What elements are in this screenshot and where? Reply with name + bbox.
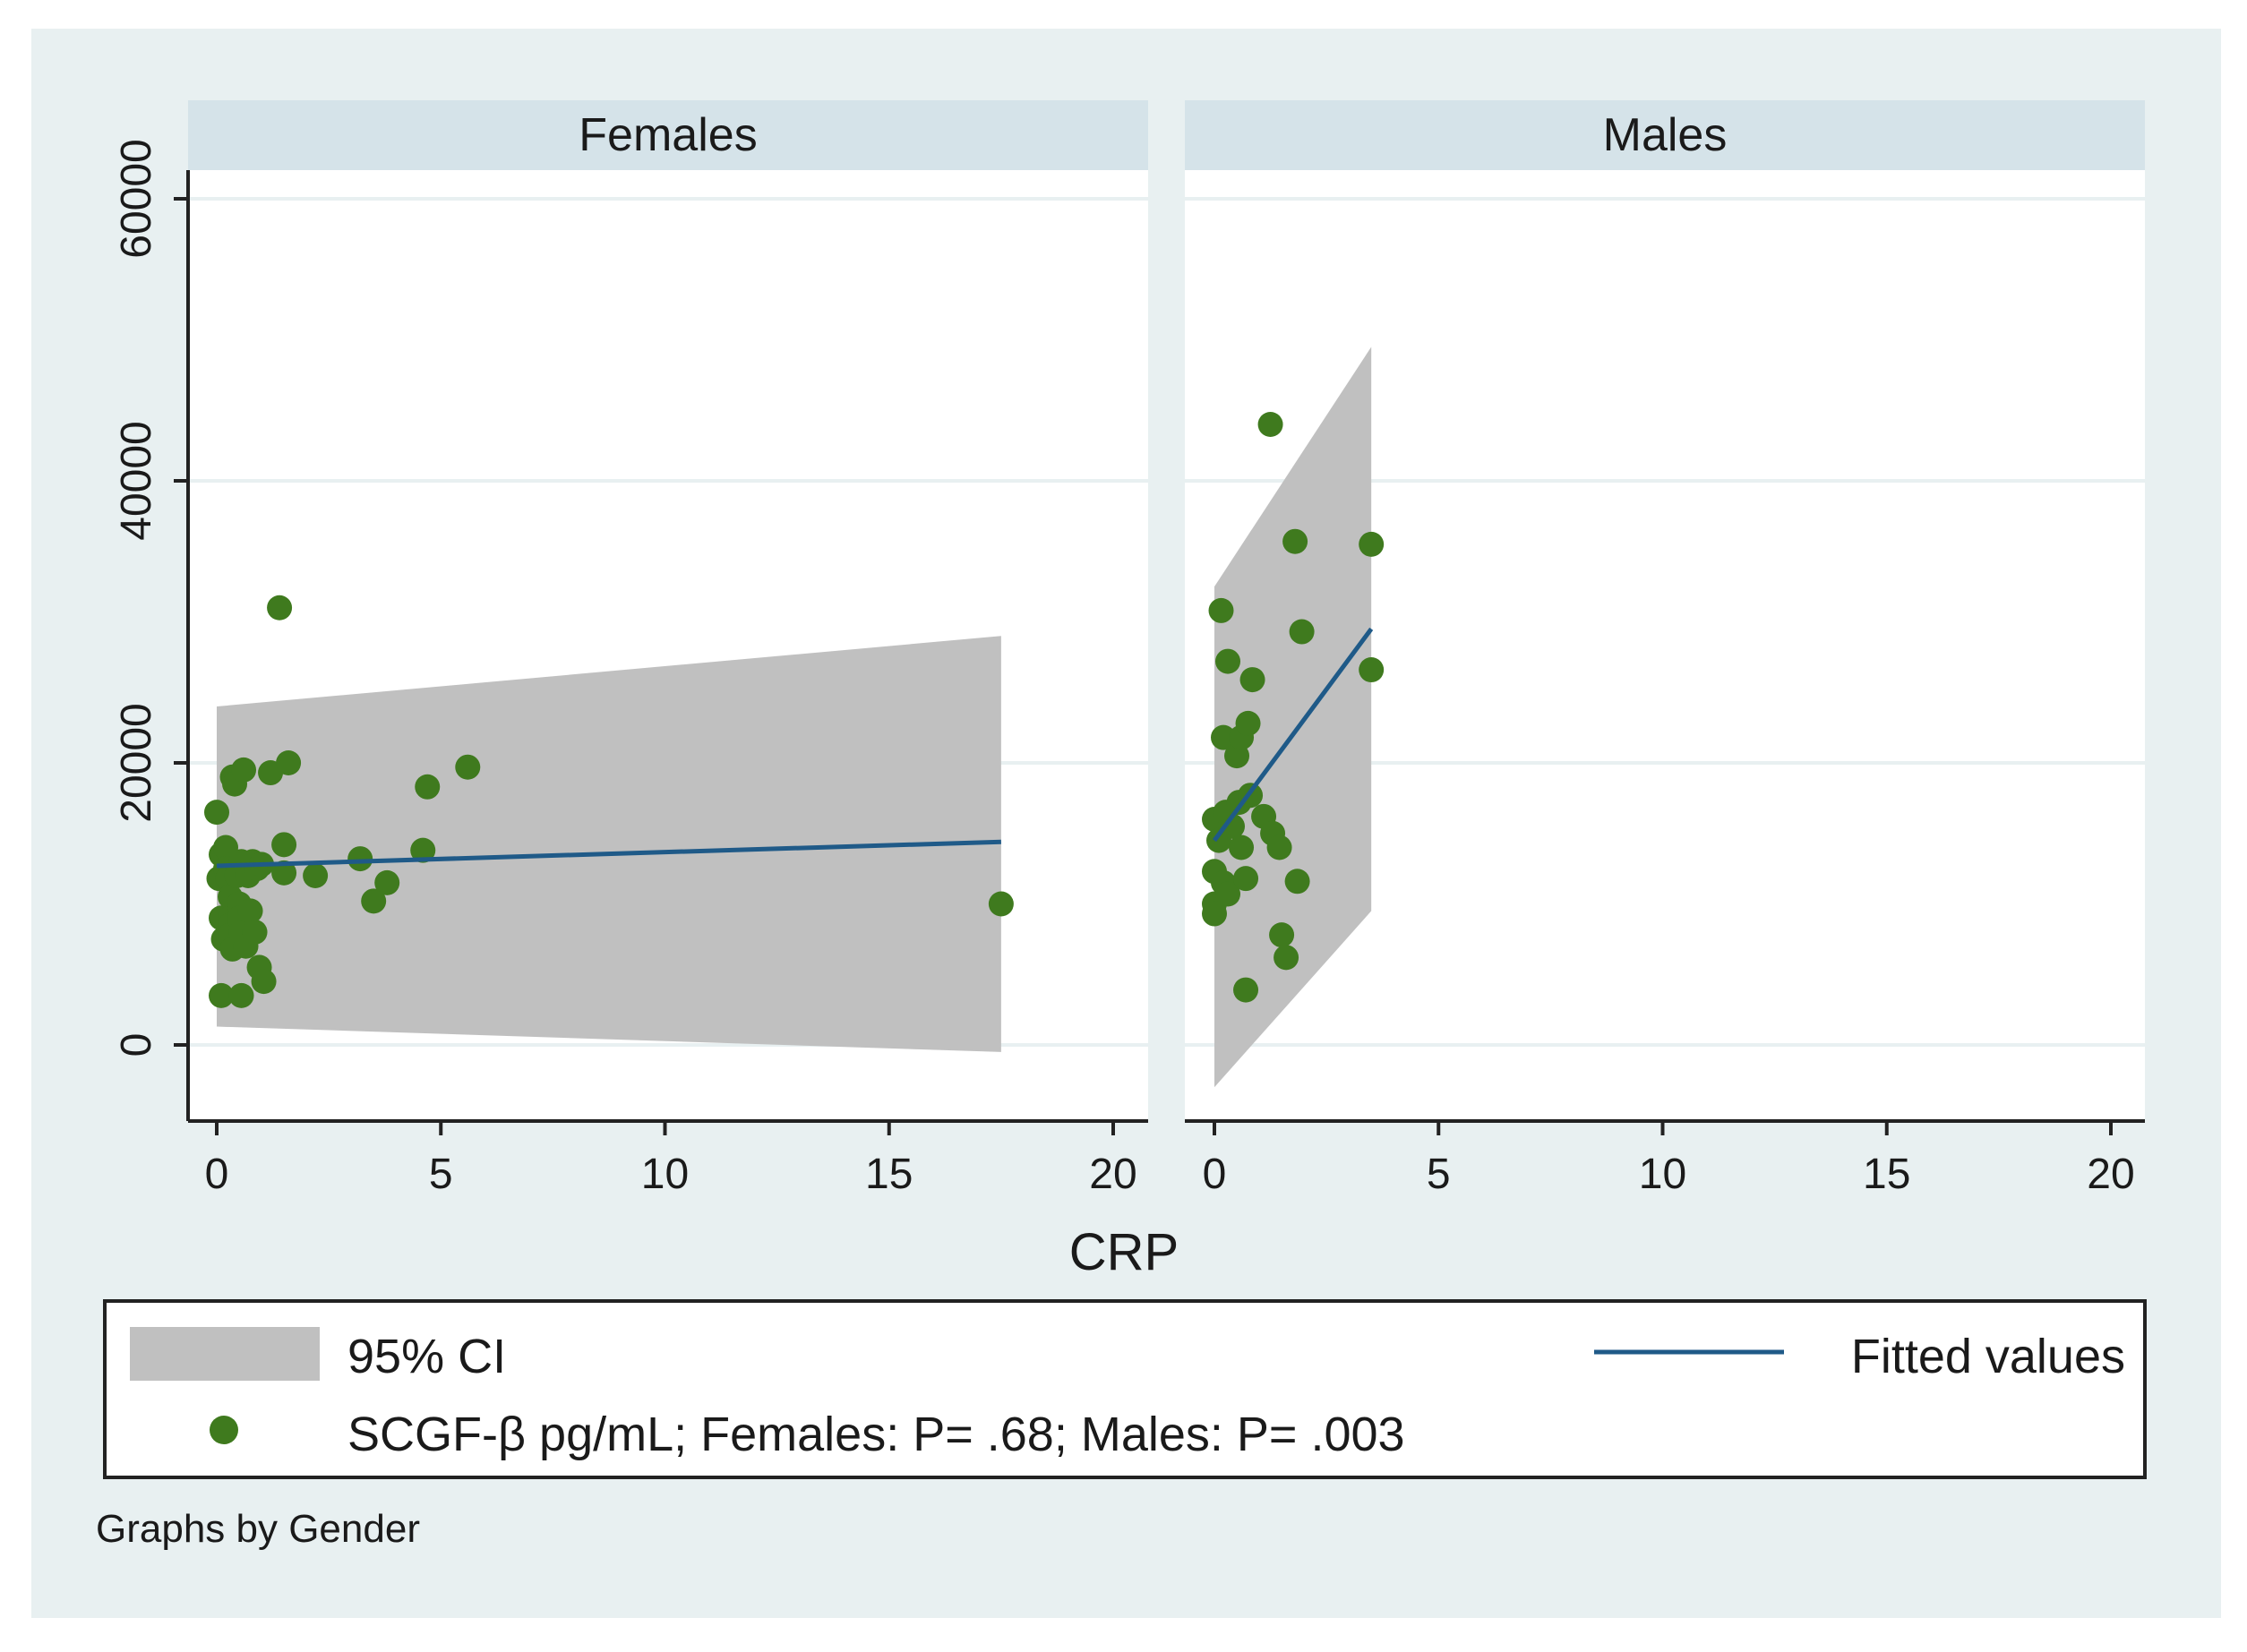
data-point xyxy=(1235,710,1261,736)
data-point xyxy=(242,920,268,945)
data-point xyxy=(1289,619,1315,645)
data-point xyxy=(228,982,254,1008)
legend-fitted-label: Fitted values xyxy=(1851,1330,2125,1383)
data-point xyxy=(1257,412,1283,437)
y-tick-label: 60000 xyxy=(113,139,160,258)
data-point xyxy=(455,754,481,780)
data-point xyxy=(251,969,277,995)
data-point xyxy=(1229,835,1255,860)
panel-males: Males 0 5 10 15 20 xyxy=(1185,100,2145,1198)
panel-title: Females xyxy=(579,109,757,161)
ci-band-group xyxy=(217,636,1001,1052)
fitted-line xyxy=(216,839,1001,869)
ci-band xyxy=(217,636,1001,1052)
data-point xyxy=(1239,667,1265,693)
x-tick-label: 5 xyxy=(1427,1151,1451,1198)
x-tick-label: 15 xyxy=(1863,1151,1910,1198)
x-tick-label: 20 xyxy=(1089,1151,1136,1198)
data-point xyxy=(415,774,441,800)
graphs-by-note: Graphs by Gender xyxy=(96,1507,420,1551)
data-point xyxy=(1202,901,1227,927)
data-point xyxy=(1233,977,1259,1003)
data-point xyxy=(1359,657,1385,683)
data-point xyxy=(1359,531,1385,557)
x-axis: 0 5 10 15 20 xyxy=(1185,1119,2145,1198)
x-tick-label: 15 xyxy=(865,1151,913,1198)
ci-band-group xyxy=(1214,347,1372,1088)
data-point xyxy=(1208,597,1234,623)
ci-band xyxy=(1214,347,1372,1088)
data-point xyxy=(231,757,257,783)
panel-title: Males xyxy=(1603,109,1728,161)
x-tick-label: 10 xyxy=(641,1151,689,1198)
x-axis-title: CRP xyxy=(1069,1223,1179,1281)
data-point xyxy=(1220,813,1246,839)
data-point xyxy=(1215,881,1241,907)
legend-ci-swatch xyxy=(130,1327,320,1381)
data-point xyxy=(1215,648,1241,674)
panel-strip xyxy=(188,100,1148,170)
fitted-line-group xyxy=(1212,627,1374,843)
legend: 95% CI Fitted values SCGF-β pg/mL; Femal… xyxy=(103,1299,2147,1479)
data-point xyxy=(347,846,373,872)
x-tick-label: 20 xyxy=(2087,1151,2134,1198)
y-tick-label: 0 xyxy=(113,1033,160,1057)
y-tick-label: 20000 xyxy=(113,703,160,822)
data-point xyxy=(1284,869,1310,894)
fitted-line xyxy=(1212,627,1374,843)
fitted-line-group xyxy=(216,839,1001,869)
data-point xyxy=(361,888,387,914)
data-point xyxy=(209,982,235,1008)
y-axis: 0 20000 40000 60000 xyxy=(113,139,190,1121)
data-point xyxy=(1274,945,1299,971)
data-point xyxy=(1266,835,1292,860)
legend-points-swatch xyxy=(210,1416,238,1444)
x-tick-label: 5 xyxy=(429,1151,453,1198)
data-point xyxy=(1233,866,1259,892)
x-tick-label: 0 xyxy=(1203,1151,1227,1198)
x-tick-label: 0 xyxy=(205,1151,229,1198)
x-axis: 0 5 10 15 20 xyxy=(188,1119,1148,1198)
data-point xyxy=(204,800,229,826)
data-point xyxy=(988,891,1014,917)
data-point xyxy=(276,750,302,775)
data-point xyxy=(271,832,297,858)
data-point xyxy=(1211,724,1237,750)
y-tick-label: 40000 xyxy=(113,421,160,540)
legend-box xyxy=(103,1299,2147,1479)
data-point xyxy=(303,863,329,888)
data-point xyxy=(237,898,263,924)
data-point xyxy=(1282,528,1308,554)
legend-ci-label: 95% CI xyxy=(347,1330,506,1383)
scatter-points xyxy=(204,595,1014,1008)
data-point xyxy=(267,595,293,621)
data-point xyxy=(410,837,436,863)
data-point xyxy=(1269,922,1295,948)
legend-points-label: SCGF-β pg/mL; Females: P= .68; Males: P=… xyxy=(347,1408,1405,1461)
x-tick-label: 10 xyxy=(1639,1151,1686,1198)
scatter-points xyxy=(1202,412,1385,1003)
data-point xyxy=(374,869,400,895)
panel-strip xyxy=(1185,100,2145,170)
panel-females: Females 0 5 10 15 20 0 20000 40000 60000 xyxy=(113,100,1148,1198)
data-point xyxy=(271,860,297,886)
